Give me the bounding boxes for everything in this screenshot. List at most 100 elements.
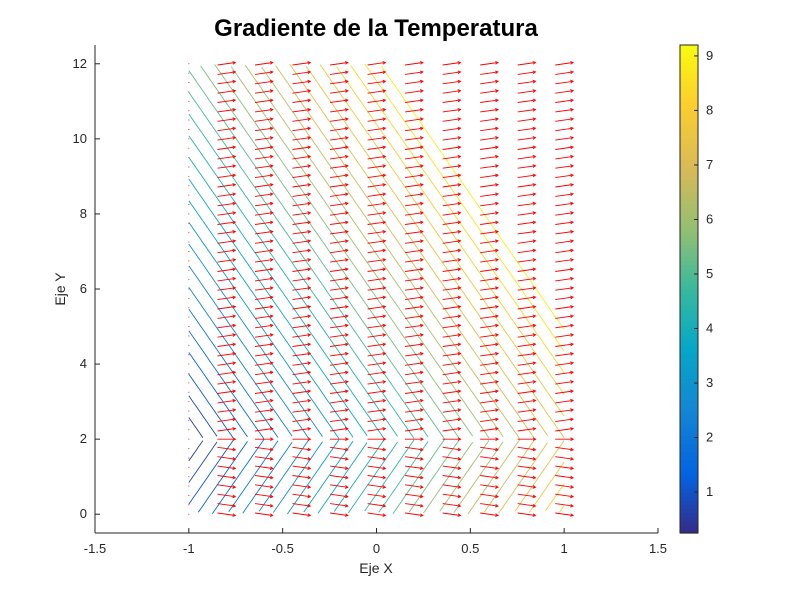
gradient-arrow-head	[269, 417, 274, 422]
colorbar-segment	[680, 508, 698, 514]
gradient-arrow-head	[495, 201, 499, 206]
gradient-arrow-head	[570, 503, 575, 508]
gradient-arrow-head	[419, 286, 424, 290]
gradient-arrow-head	[457, 239, 462, 243]
gradient-arrow-head	[269, 503, 274, 508]
gradient-arrows	[188, 61, 575, 517]
gradient-arrow	[217, 399, 236, 404]
gradient-arrow-head	[532, 211, 537, 215]
colorbar-segment	[680, 455, 698, 461]
gradient-arrow	[367, 174, 386, 179]
gradient-arrow	[254, 99, 273, 103]
gradient-arrow-head	[495, 333, 499, 337]
gradient-arrow	[480, 334, 499, 338]
gradient-arrow-head	[232, 323, 237, 328]
gradient-arrow-head	[269, 192, 274, 197]
gradient-arrow-head	[457, 258, 462, 262]
gradient-arrow	[367, 71, 386, 75]
gradient-arrow-head	[307, 380, 312, 384]
gradient-arrow-head	[570, 136, 575, 140]
gradient-arrow	[517, 306, 536, 310]
gradient-arrow	[555, 80, 574, 85]
colorbar-segment	[680, 260, 698, 266]
gradient-arrow	[480, 174, 499, 179]
gradient-arrow	[292, 296, 311, 301]
gradient-arrow-head	[307, 447, 312, 452]
gradient-arrow	[480, 484, 499, 488]
gradient-arrow	[367, 362, 386, 366]
gradient-arrow	[254, 315, 273, 319]
colorbar-tick-label: 9	[706, 48, 713, 63]
contour-line	[188, 395, 218, 437]
gradient-arrow	[292, 212, 311, 216]
gradient-arrow	[292, 493, 311, 498]
gradient-arrow-head	[232, 342, 237, 347]
gradient-arrow	[517, 118, 536, 122]
gradient-arrow-head	[307, 192, 312, 197]
gradient-arrow-head	[495, 314, 499, 319]
gradient-arrow-head	[495, 398, 499, 403]
gradient-arrow	[330, 475, 348, 479]
gradient-arrow	[367, 62, 386, 66]
gradient-arrow-head	[495, 295, 499, 300]
gradient-arrow-head	[269, 466, 274, 471]
gradient-arrow	[517, 334, 536, 338]
gradient-arrow-head	[532, 89, 537, 93]
gradient-arrow-head	[570, 305, 575, 309]
gradient-arrow-head	[457, 126, 462, 131]
colorbar-segment	[680, 223, 698, 229]
gradient-arrow-head	[269, 154, 274, 159]
gradient-arrow	[254, 137, 273, 141]
gradient-arrow	[480, 296, 499, 301]
gradient-arrow-head	[495, 192, 499, 197]
colorbar-segment	[680, 122, 698, 127]
gradient-arrow	[367, 99, 386, 103]
colorbar-segment	[680, 358, 698, 363]
colorbar-segment	[680, 57, 698, 62]
gradient-arrow-head	[419, 494, 424, 499]
gradient-arrow-head	[495, 457, 499, 461]
gradient-arrow	[480, 493, 499, 498]
colorbar-segment	[680, 406, 698, 412]
gradient-arrow	[292, 109, 311, 113]
gradient-arrow-head	[382, 437, 387, 441]
gradient-arrow-head	[419, 361, 424, 365]
gradient-arrow-head	[457, 398, 462, 403]
gradient-arrow-head	[570, 457, 575, 461]
gradient-arrow	[517, 268, 536, 272]
gradient-arrow	[330, 446, 348, 451]
gradient-arrow	[330, 99, 348, 103]
gradient-arrow	[254, 390, 273, 394]
gradient-arrow-head	[570, 145, 575, 150]
contour-line	[319, 64, 565, 417]
gradient-arrow	[480, 381, 499, 385]
colorbar-segment	[680, 195, 698, 201]
gradient-arrow	[517, 315, 536, 319]
contour-line	[545, 483, 565, 512]
gradient-arrow	[517, 165, 536, 169]
gradient-arrow	[442, 137, 461, 141]
contour-line	[275, 65, 535, 438]
gradient-arrow-head	[570, 447, 575, 452]
gradient-arrow	[254, 428, 273, 432]
gradient-arrow	[555, 155, 574, 160]
gradient-arrow-head	[419, 173, 424, 178]
colorbar-segment	[680, 325, 698, 331]
gradient-arrow	[330, 512, 348, 516]
gradient-arrow	[254, 296, 273, 301]
colorbar-segment	[680, 472, 698, 477]
gradient-arrow	[480, 418, 499, 423]
gradient-arrow-head	[232, 258, 237, 262]
gradient-arrow-head	[307, 164, 312, 168]
gradient-arrow	[217, 512, 236, 516]
gradient-arrow-head	[419, 351, 424, 356]
gradient-arrow-head	[307, 389, 312, 394]
gradient-arrow	[517, 399, 536, 404]
gradient-arrow	[217, 174, 236, 179]
gradient-arrow	[405, 399, 423, 404]
gradient-arrow-head	[382, 333, 387, 337]
gradient-arrow-head	[532, 466, 537, 471]
colorbar-segment	[680, 467, 698, 473]
gradient-arrow-head	[307, 248, 312, 253]
gradient-arrow	[442, 287, 461, 291]
